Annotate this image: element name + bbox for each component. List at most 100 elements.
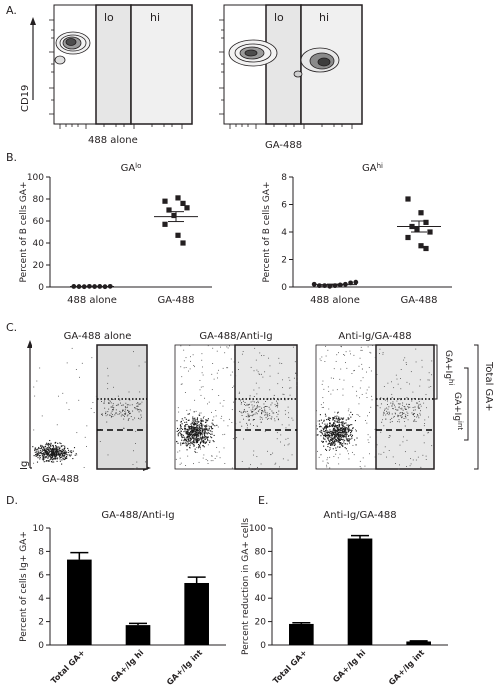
event-dot [192, 430, 194, 432]
event-dot [50, 454, 53, 456]
event-dot [112, 403, 114, 405]
event-dot [351, 451, 353, 453]
event-dot [177, 407, 179, 409]
event-dot [354, 420, 357, 422]
event-dot [199, 444, 201, 446]
event-dot [125, 412, 127, 414]
event-dot [38, 447, 40, 449]
event-dot [428, 416, 429, 418]
event-dot [36, 380, 38, 382]
event-dot [197, 434, 199, 436]
event-dot [44, 453, 46, 455]
event-dot [333, 442, 335, 444]
event-dot [198, 430, 200, 432]
event-dot [41, 453, 43, 455]
event-dot [343, 434, 346, 436]
event-dot [199, 431, 202, 433]
event-dot [253, 370, 255, 372]
event-dot [349, 424, 351, 426]
event-dot [200, 386, 202, 388]
event-dot [188, 426, 191, 428]
event-dot [180, 427, 182, 430]
event-dot [325, 425, 327, 427]
event-dot [267, 413, 269, 415]
event-dot [344, 433, 346, 435]
event-dot [48, 446, 50, 448]
event-dot [388, 406, 390, 408]
event-dot [75, 453, 77, 455]
event-dot [48, 460, 50, 462]
event-dot [185, 433, 187, 435]
y-tick-label: 0 [38, 283, 44, 293]
event-dot [325, 429, 327, 431]
event-dot [136, 408, 138, 410]
event-dot [345, 428, 347, 430]
event-dot [341, 422, 343, 424]
event-dot [200, 438, 202, 440]
event-dot [329, 422, 331, 425]
event-dot [239, 421, 241, 423]
event-dot [252, 408, 254, 410]
event-dot [212, 423, 214, 425]
event-dot [56, 454, 58, 456]
event-dot [387, 408, 389, 410]
event-dot [405, 417, 407, 419]
event-dot [264, 414, 266, 416]
event-dot [324, 427, 326, 429]
event-dot [39, 456, 41, 459]
event-dot [47, 452, 49, 454]
event-dot [54, 450, 56, 452]
event-dot [198, 425, 200, 427]
event-dot [388, 411, 390, 413]
event-dot [55, 457, 57, 459]
event-dot [124, 413, 126, 414]
y-tick-label: 0 [260, 641, 266, 651]
event-dot [334, 424, 336, 426]
event-dot [335, 434, 337, 436]
event-dot [39, 450, 41, 452]
event-dot [342, 425, 344, 427]
event-dot [186, 436, 188, 438]
event-dot [119, 402, 121, 404]
event-dot [42, 449, 44, 451]
event-dot [41, 446, 43, 448]
event-dot [346, 438, 348, 440]
event-dot [56, 449, 58, 451]
event-dot [263, 403, 265, 405]
event-dot [348, 453, 349, 455]
event-dot [191, 428, 193, 430]
event-dot [348, 426, 350, 428]
event-dot [60, 456, 62, 458]
event-dot [328, 390, 330, 392]
event-dot [186, 449, 188, 451]
event-dot [186, 434, 188, 436]
event-dot [329, 429, 331, 431]
event-dot [320, 454, 322, 456]
event-dot [356, 437, 358, 439]
data-point [166, 207, 172, 213]
event-dot [426, 407, 427, 409]
event-dot [337, 426, 339, 428]
event-dot [273, 397, 274, 399]
event-dot [57, 395, 59, 397]
event-dot [136, 467, 138, 469]
event-dot [192, 416, 194, 418]
event-dot [268, 417, 270, 419]
event-dot [210, 427, 213, 429]
event-dot [122, 404, 124, 406]
event-dot [367, 434, 369, 436]
event-dot [194, 428, 196, 430]
event-dot [333, 428, 335, 430]
event-dot [344, 422, 346, 424]
event-dot [322, 460, 324, 462]
event-dot [338, 435, 340, 437]
event-dot [342, 435, 344, 437]
event-dot [182, 428, 184, 430]
event-dot [384, 399, 386, 401]
bracket-int [464, 367, 469, 441]
event-dot [338, 420, 340, 422]
event-dot [185, 465, 187, 466]
event-dot [128, 418, 130, 420]
event-dot [55, 451, 57, 453]
event-dot [186, 421, 188, 423]
